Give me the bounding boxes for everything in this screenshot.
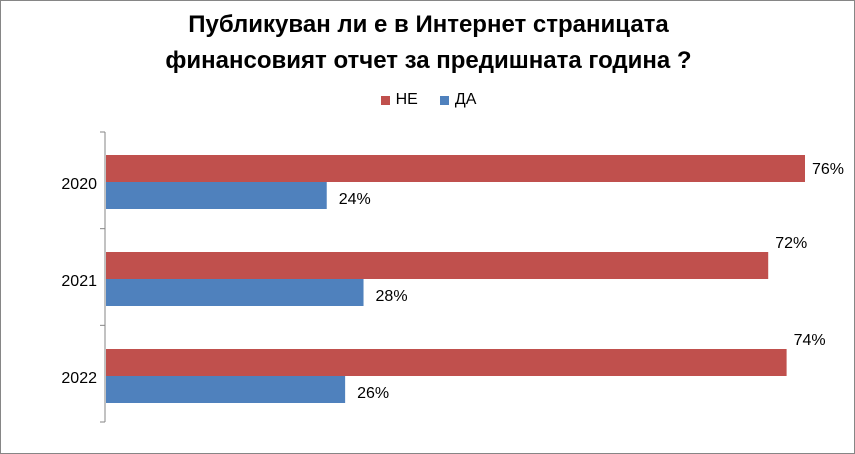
bar-2022-ne [106,349,787,376]
bar-2022-da [106,376,346,403]
legend-swatch-da [439,95,449,105]
chart-title-line-2: финансовият отчет за предишната година ? [165,47,692,74]
legend-label-da: ДА [454,91,477,108]
bar-2020-ne [106,155,805,182]
legend-item-da: ДА [439,91,477,109]
chart-title-line-1: Публикуван ли е в Интернет страницата [188,11,669,38]
data-label-2020-ne: 76% [812,161,844,178]
legend-swatch-ne [380,95,390,105]
category-label-2020: 2020 [61,176,97,193]
chart-legend: НЕ ДА [1,90,855,110]
data-label-2022-ne: 74% [794,332,826,349]
data-label-2021-ne: 72% [775,235,807,252]
data-label-2022-da: 26% [357,385,389,402]
legend-label-ne: НЕ [395,91,418,108]
data-label-2020-da: 24% [339,191,371,208]
category-label-2022: 2022 [61,370,97,387]
bar-2021-ne [106,252,769,279]
data-label-2021-da: 28% [376,288,408,305]
category-label-2021: 2021 [61,273,97,290]
bar-2021-da [106,279,364,306]
bar-2020-da [106,182,327,209]
chart-title: Публикуван ли е в Интернет страницата фи… [1,7,855,79]
legend-item-ne: НЕ [380,91,418,109]
